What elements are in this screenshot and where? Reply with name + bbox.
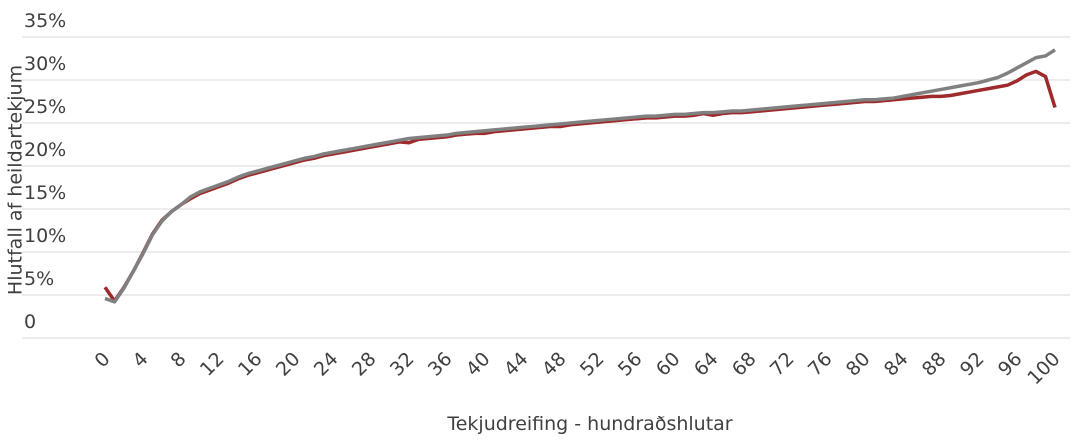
x-tick-label: 24 xyxy=(310,348,343,381)
y-tick-label: 0 xyxy=(24,311,36,333)
x-tick-label: 92 xyxy=(956,348,989,381)
y-tick-label: 35% xyxy=(24,10,66,32)
x-tick-label: 0 xyxy=(90,348,114,372)
x-tick-label: 60 xyxy=(652,348,685,381)
x-tick-label: 44 xyxy=(500,348,533,381)
x-tick-label: 88 xyxy=(918,348,951,381)
x-tick-label: 36 xyxy=(424,348,457,381)
y-tick-label: 5% xyxy=(24,268,54,290)
x-tick-label: 76 xyxy=(804,348,837,381)
x-tick-label: 48 xyxy=(538,348,571,381)
x-tick-label: 52 xyxy=(576,348,609,381)
x-tick-label: 4 xyxy=(128,348,152,372)
y-tick-label: 20% xyxy=(24,139,66,161)
x-tick-label: 72 xyxy=(766,348,799,381)
x-tick-label: 64 xyxy=(690,348,723,381)
x-tick-label: 12 xyxy=(196,348,229,381)
x-tick-label: 68 xyxy=(728,348,761,381)
x-tick-label: 96 xyxy=(994,348,1027,381)
x-tick-label: 100 xyxy=(1023,348,1064,389)
x-tick-label: 28 xyxy=(348,348,381,381)
x-tick-label: 20 xyxy=(272,348,305,381)
y-axis-title: Hlutfall af heildartekjum xyxy=(5,65,27,295)
x-tick-label: 56 xyxy=(614,348,647,381)
y-tick-label: 15% xyxy=(24,182,66,204)
series-line xyxy=(104,48,1056,304)
series-line xyxy=(103,69,1057,303)
x-tick-label: 84 xyxy=(880,348,913,381)
x-axis-title: Tekjudreifing - hundraðshlutar xyxy=(446,413,732,435)
x-tick-label: 8 xyxy=(166,348,190,372)
y-tick-label: 25% xyxy=(24,96,66,118)
x-tick-label: 40 xyxy=(462,348,495,381)
x-tick-label: 16 xyxy=(234,348,267,381)
x-tick-label: 32 xyxy=(386,348,419,381)
y-tick-label: 30% xyxy=(24,53,66,75)
y-tick-label: 10% xyxy=(24,225,66,247)
x-tick-label: 80 xyxy=(842,348,875,381)
